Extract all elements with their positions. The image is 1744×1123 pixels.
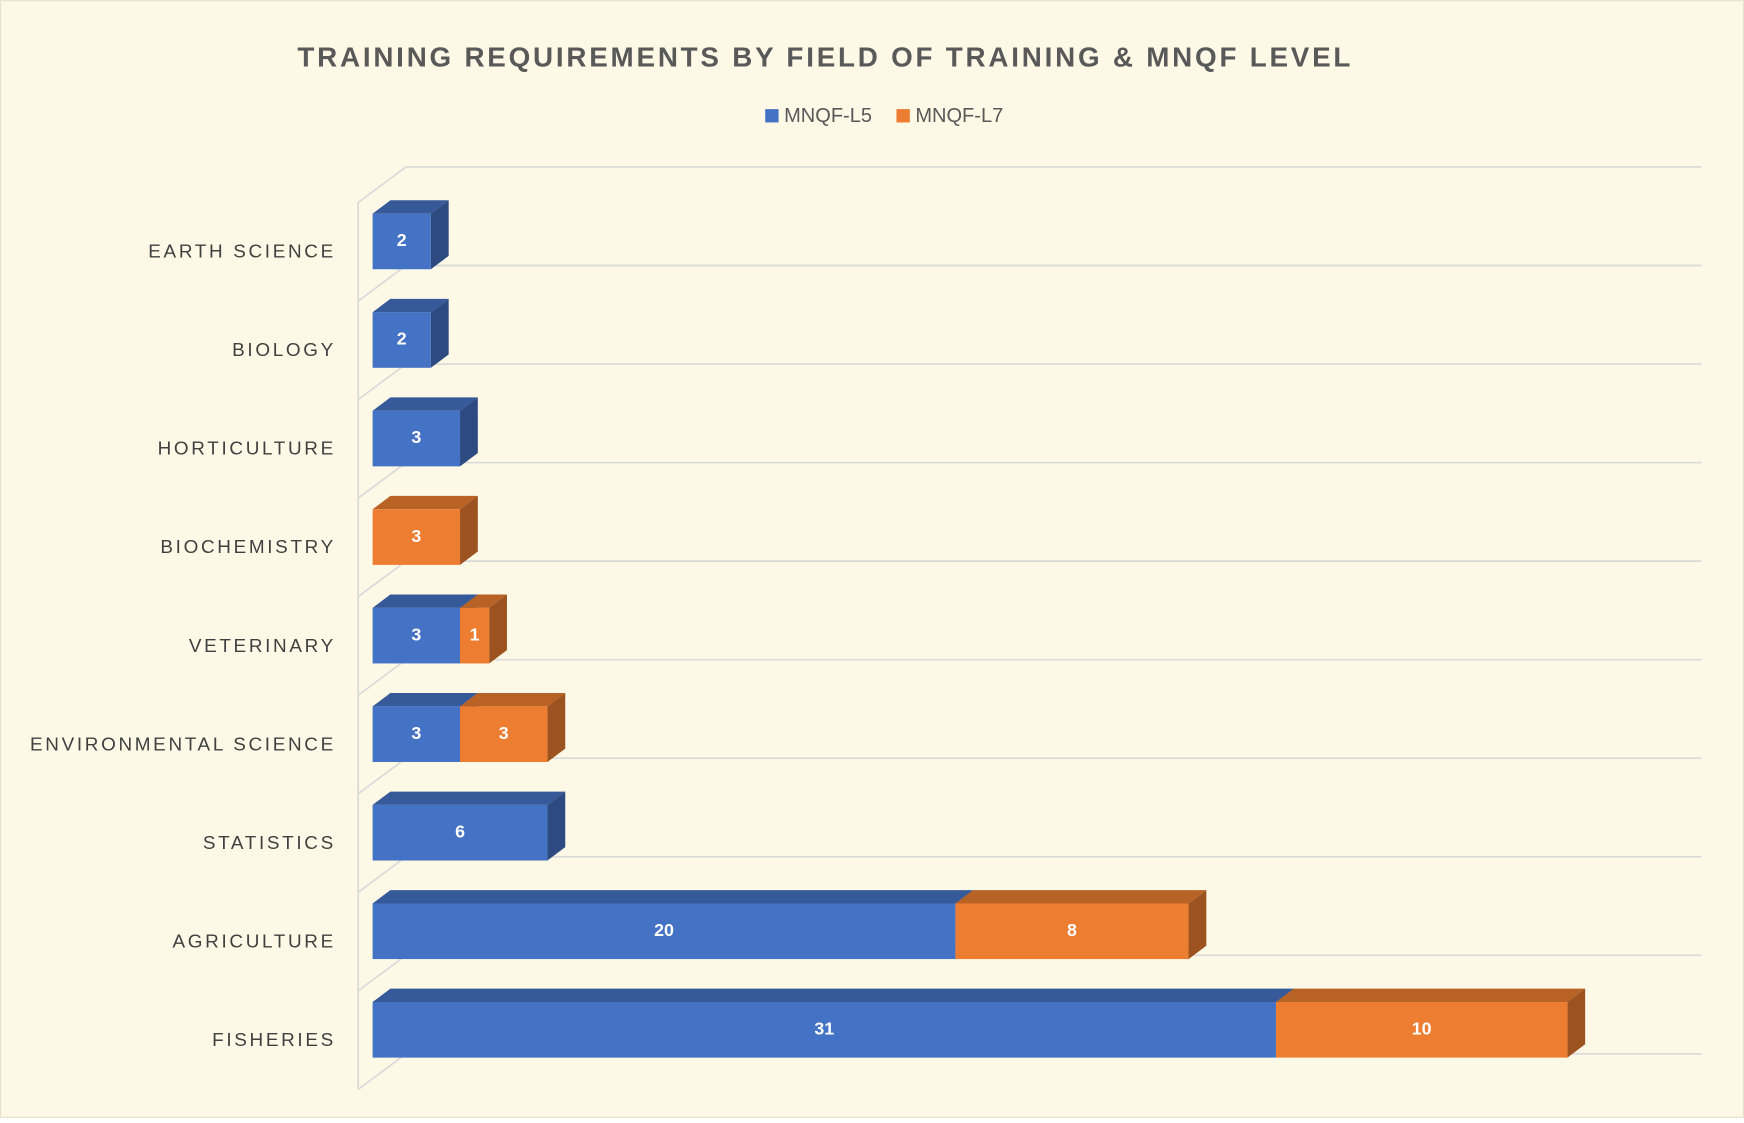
bar [372, 607, 461, 664]
data-label: 8 [1067, 920, 1077, 940]
category-label: EARTH SCIENCE [148, 242, 336, 263]
data-label: 3 [411, 526, 421, 546]
floor-edge [357, 1053, 407, 1091]
bar-top [1275, 988, 1586, 1003]
bar-top [372, 594, 478, 608]
category-label: STATISTICS [203, 833, 336, 854]
bar [372, 1002, 1276, 1058]
category-label: BIOLOGY [232, 340, 336, 361]
category-label: FISHERIES [212, 1030, 336, 1051]
bar-top [372, 890, 974, 904]
category-label: HORTICULTURE [158, 439, 336, 460]
data-label: 2 [397, 329, 407, 349]
data-label: 3 [499, 723, 509, 743]
bar [372, 509, 461, 565]
data-label: 3 [411, 427, 421, 447]
data-label: 31 [814, 1019, 834, 1039]
category-label: VETERINARY [189, 636, 336, 657]
bar [372, 213, 431, 270]
floor-edge [357, 363, 407, 401]
bar [372, 312, 431, 368]
bar-top [372, 693, 478, 707]
category-labels: EARTH SCIENCE BIOLOGY HORTICULTURE BIOCHEMI… [30, 242, 336, 1051]
bar [1275, 1002, 1568, 1058]
category-label: ENVIRONMENTAL SCIENCE [30, 734, 336, 755]
bar-side [489, 594, 507, 664]
floor-edge [357, 166, 407, 204]
legend-label: MNQF-L5 [784, 105, 872, 127]
bar [955, 903, 1189, 960]
bar [372, 706, 461, 762]
bar-top [372, 200, 449, 214]
data-label: 10 [1412, 1019, 1432, 1039]
bar-side [1188, 890, 1207, 960]
bar-top [372, 791, 566, 805]
floor-edge [357, 461, 407, 499]
data-label: 6 [455, 821, 465, 841]
bar-side [430, 298, 449, 368]
data-label: 3 [411, 723, 421, 743]
bar-top [372, 397, 478, 411]
bar-side [430, 200, 449, 270]
legend-label: MNQF-L7 [915, 105, 1003, 127]
category-label: AGRICULTURE [173, 931, 336, 952]
category-label: BIOCHEMISTRY [160, 537, 335, 558]
bar-side [547, 791, 566, 861]
data-label: 3 [411, 624, 421, 644]
bar [372, 903, 956, 960]
floor-edge [357, 560, 407, 598]
bar-top [460, 594, 507, 608]
legend-swatch [896, 109, 910, 123]
legend-swatch [765, 109, 779, 123]
floor-edge [357, 856, 407, 894]
bar-top [372, 988, 1294, 1003]
data-label: 1 [470, 624, 480, 644]
data-label: 20 [654, 920, 674, 940]
floor-edge [357, 757, 407, 795]
floor-edge [357, 658, 407, 696]
bar-top [955, 890, 1207, 904]
bar [460, 706, 548, 762]
bar-top [372, 495, 478, 510]
bar [372, 410, 461, 467]
legend: MNQF-L5 MNQF-L7 [765, 105, 1003, 127]
data-label: 2 [397, 230, 407, 250]
chart-title: TRAINING REQUIREMENTS BY FIELD OF TRAINI… [297, 41, 1353, 72]
bar [372, 804, 548, 861]
bar-top [372, 298, 449, 313]
bar-side [460, 495, 478, 565]
bar-side [1567, 988, 1586, 1058]
bar-side [547, 693, 566, 762]
floor-edge [357, 264, 407, 302]
floor-edge [357, 954, 407, 992]
bar [460, 607, 490, 664]
bar-top [460, 693, 566, 707]
bar-side [460, 397, 478, 467]
